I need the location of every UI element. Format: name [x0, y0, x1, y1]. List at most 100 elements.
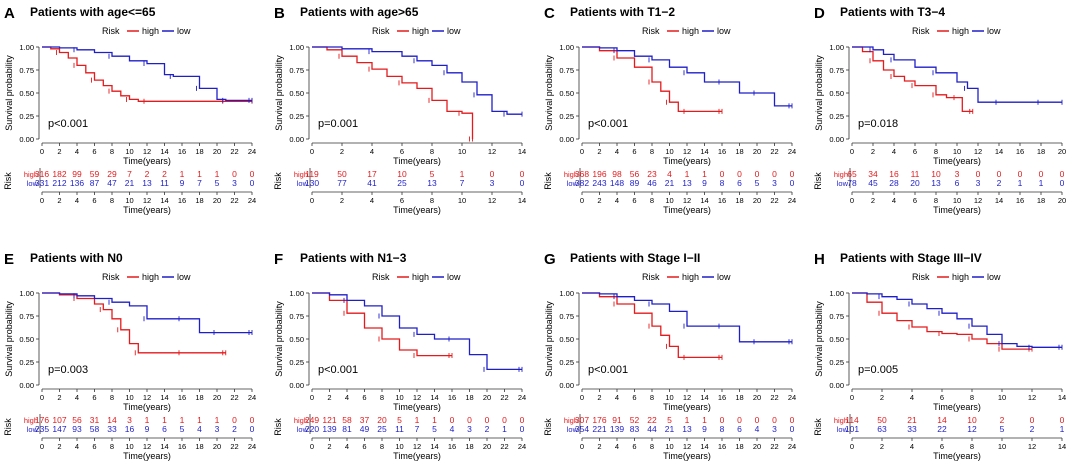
x-tick-label: 0 [850, 393, 854, 402]
legend: Risk high low [642, 26, 731, 36]
x-tick-label: 12 [974, 147, 982, 156]
risk-count-low: 6 [737, 424, 742, 434]
risk-count-low: 45 [868, 178, 878, 188]
risk-count-high: 0 [737, 169, 742, 179]
x-tick-label: 0 [850, 147, 854, 156]
x-tick-label: 6 [632, 393, 636, 402]
risk-count-low: 22 [937, 424, 947, 434]
y-tick-label: 1.00 [19, 289, 34, 298]
x-tick-label: 4 [892, 147, 896, 156]
y-tick-label: 0.50 [559, 89, 574, 98]
risk-table-label: Risk [3, 172, 13, 190]
legend: Risk high low [372, 272, 461, 282]
risk-count-high: 37 [360, 415, 370, 425]
risk-row-high-label: high [834, 170, 848, 179]
risk-count-low: 58 [90, 424, 100, 434]
risk-x-tick-label: 22 [770, 196, 778, 205]
p-value: p<0.001 [48, 118, 88, 130]
risk-count-low: 13 [427, 178, 437, 188]
panel-letter: H [814, 251, 825, 268]
risk-x-axis-label: Time(years) [933, 205, 981, 215]
risk-x-tick-label: 12 [683, 196, 691, 205]
risk-count-high: 20 [377, 415, 387, 425]
risk-count-low: 1 [502, 424, 507, 434]
risk-count-high: 0 [1060, 169, 1065, 179]
legend-high-label: high [952, 26, 969, 36]
risk-x-tick-label: 18 [735, 196, 743, 205]
legend-title: Risk [102, 272, 120, 282]
risk-count-high: 2 [1000, 415, 1005, 425]
x-tick-label: 2 [340, 147, 344, 156]
legend: Risk high low [372, 26, 461, 36]
risk-count-low: 5 [755, 178, 760, 188]
risk-x-tick-label: 20 [483, 442, 491, 451]
risk-x-tick-label: 22 [500, 442, 508, 451]
risk-count-high: 7 [127, 169, 132, 179]
x-tick-label: 10 [953, 147, 961, 156]
risk-x-axis-label: Time(years) [123, 205, 171, 215]
risk-x-tick-label: 12 [143, 442, 151, 451]
risk-count-low: 93 [72, 424, 82, 434]
risk-row-low-label: low [297, 179, 309, 188]
x-axis: 0 2 4 6 8 10 12 14 16 18 20 22 24 [40, 142, 256, 156]
risk-x-tick-label: 2 [327, 442, 331, 451]
risk-count-high: 176 [35, 415, 49, 425]
risk-count-low: 33 [907, 424, 917, 434]
risk-x-tick-label: 16 [178, 196, 186, 205]
y-tick-label: 1.00 [19, 43, 34, 52]
risk-count-high: 1 [215, 415, 220, 425]
risk-count-high: 368 [575, 169, 589, 179]
x-axis: 0 2 4 6 8 10 12 14 [310, 142, 526, 156]
risk-count-low: 2 [1030, 424, 1035, 434]
y-tick-label: 0.75 [19, 66, 34, 75]
legend-title: Risk [102, 26, 120, 36]
risk-count-high: 17 [367, 169, 377, 179]
risk-count-high: 0 [520, 415, 525, 425]
y-tick-label: 0.75 [289, 66, 304, 75]
legend-title: Risk [642, 272, 660, 282]
x-axis-label: Time(years) [393, 402, 441, 412]
risk-count-low: 21 [125, 178, 135, 188]
x-tick-label: 4 [345, 393, 349, 402]
risk-count-low: 3 [976, 178, 981, 188]
x-tick-label: 12 [143, 147, 151, 156]
chart-title: Patients with age>65 [300, 5, 419, 19]
y-tick-label: 0.50 [19, 89, 34, 98]
legend-high-label: high [682, 272, 699, 282]
y-tick-label: 1.00 [829, 289, 844, 298]
risk-count-low: 21 [665, 424, 675, 434]
risk-count-low: 8 [720, 178, 725, 188]
km-curve-low [852, 46, 1062, 103]
legend-title: Risk [912, 272, 930, 282]
risk-count-low: 11 [395, 424, 404, 434]
p-value: p=0.018 [858, 118, 898, 130]
risk-count-high: 2 [162, 169, 167, 179]
risk-x-tick-label: 0 [850, 442, 854, 451]
x-axis-label: Time(years) [933, 156, 981, 166]
km-curve-low [582, 292, 792, 343]
risk-table-label: Risk [543, 418, 553, 436]
risk-count-low: 136 [70, 178, 84, 188]
risk-count-low: 243 [592, 178, 606, 188]
risk-x-tick-label: 2 [597, 442, 601, 451]
y-axis: 0.00 0.25 0.50 0.75 1.00 [19, 43, 40, 144]
x-tick-label: 6 [362, 393, 366, 402]
km-curve-high [852, 292, 1032, 350]
risk-x-tick-label: 20 [753, 442, 761, 451]
risk-count-low: 235 [35, 424, 49, 434]
risk-count-low: 63 [877, 424, 887, 434]
risk-count-low: 12 [967, 424, 977, 434]
risk-count-high: 1 [145, 415, 150, 425]
risk-count-low: 13 [682, 424, 692, 434]
risk-x-tick-label: 22 [230, 442, 238, 451]
km-curve-high [312, 46, 474, 139]
risk-x-tick-label: 24 [248, 442, 256, 451]
p-value: p<0.001 [588, 118, 628, 130]
p-value: p=0.003 [48, 364, 88, 376]
x-axis-label: Time(years) [393, 156, 441, 166]
risk-count-high: 22 [647, 415, 657, 425]
legend-low-label: low [177, 272, 191, 282]
